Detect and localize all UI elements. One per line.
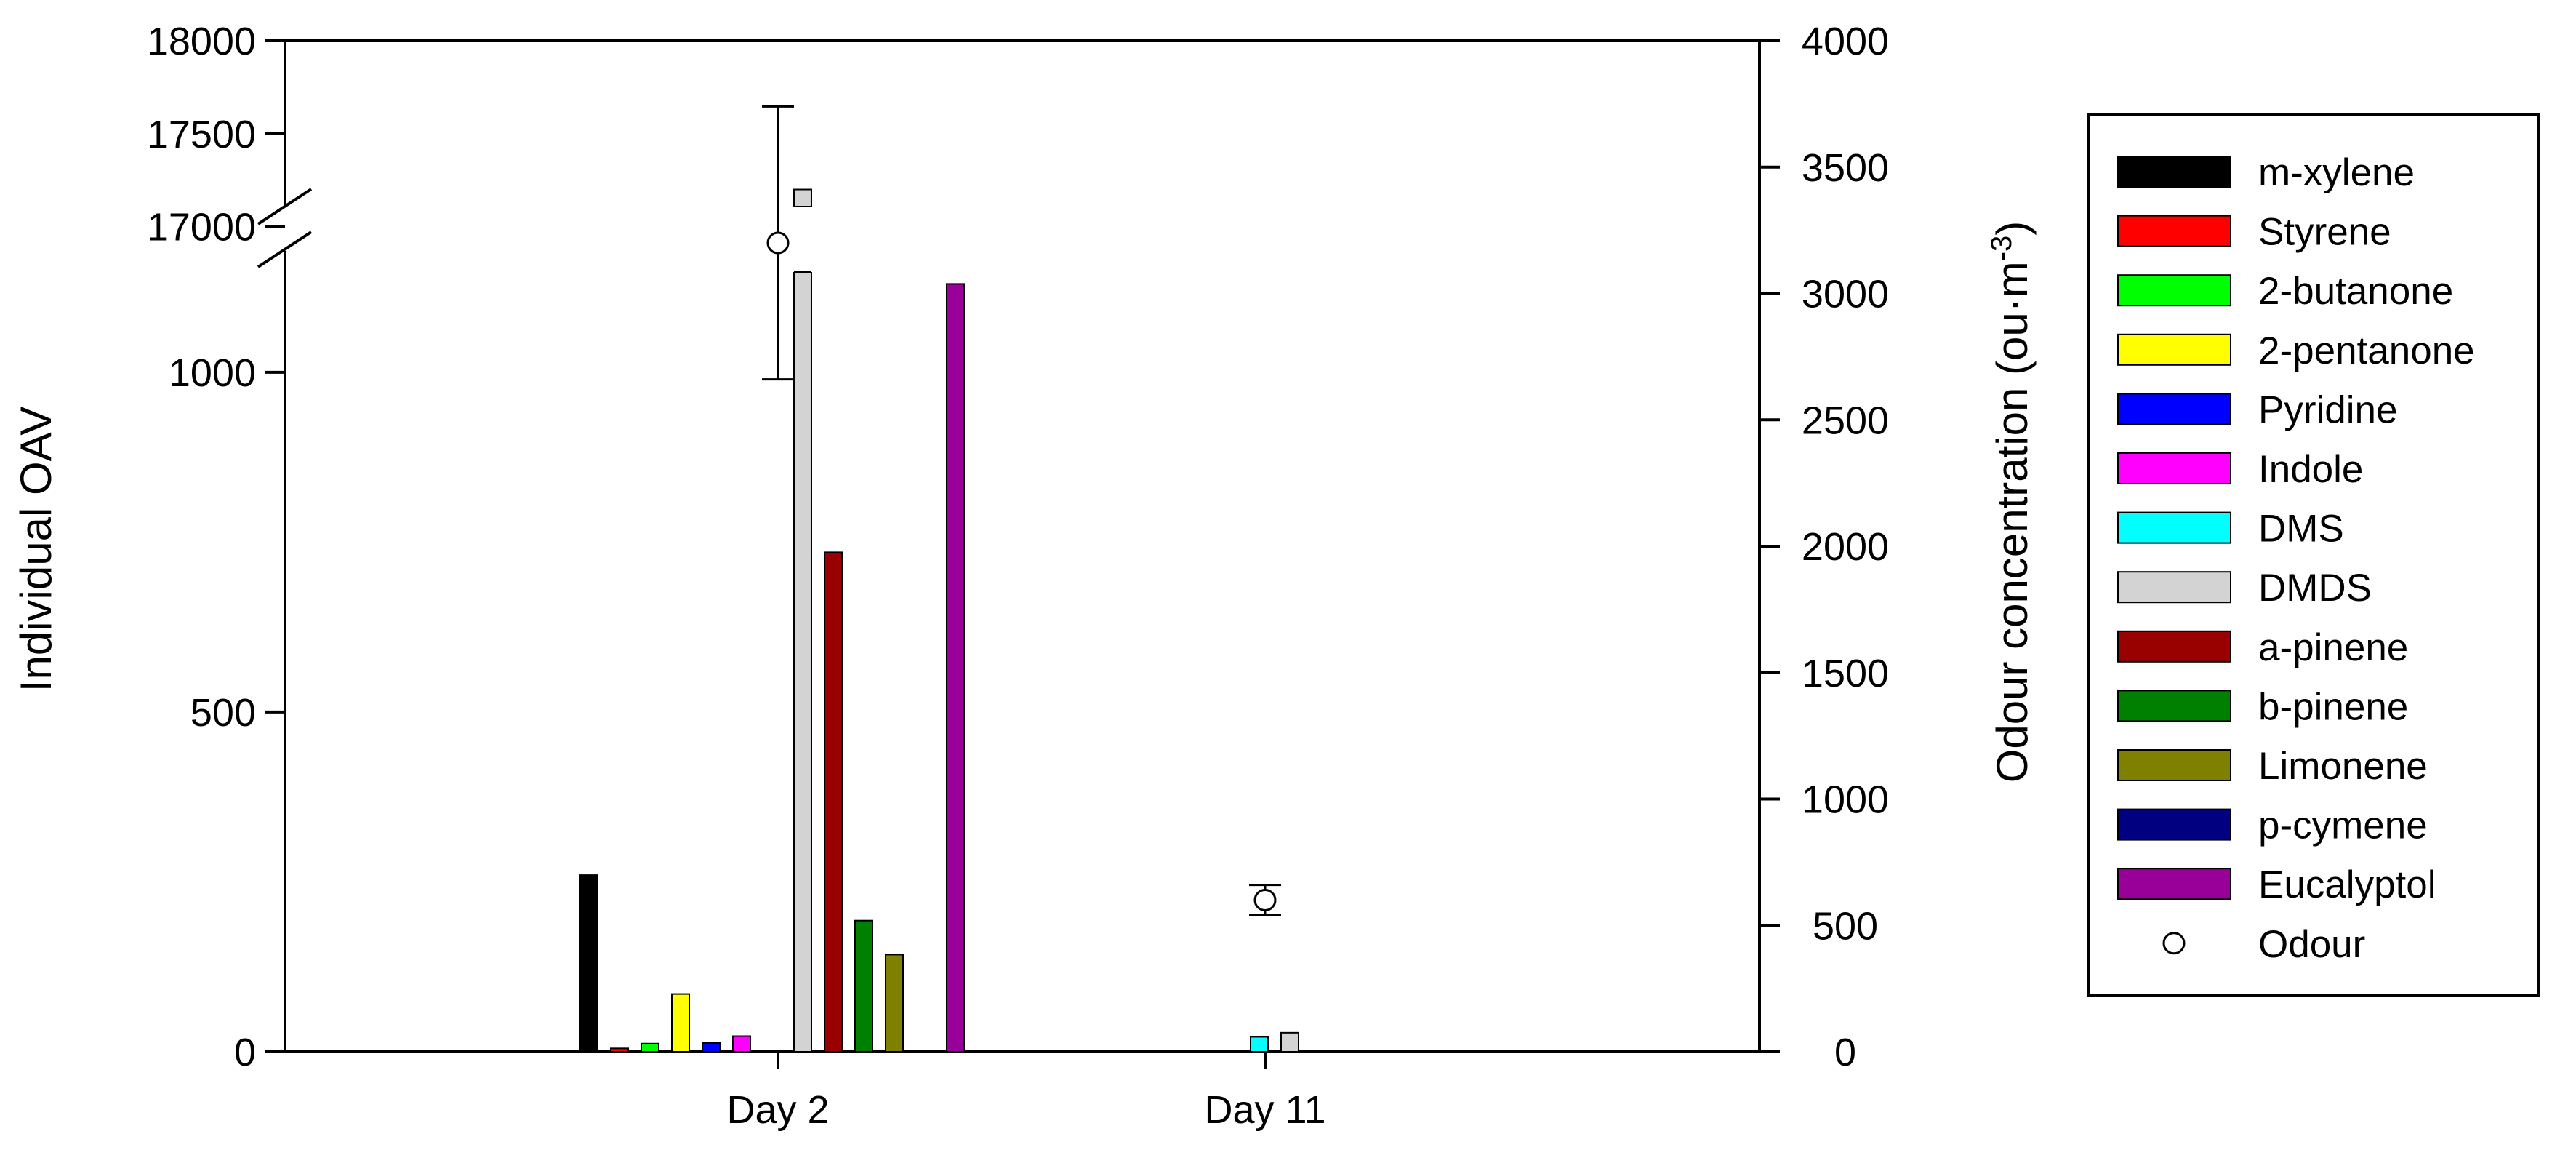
legend-swatch bbox=[2117, 156, 2231, 188]
legend: m-xylene Styrene 2-butanone 2-pentanone Pyri… bbox=[2087, 113, 2540, 997]
legend-swatch bbox=[2117, 274, 2231, 307]
legend-label: Eucalyptol bbox=[2258, 863, 2436, 906]
legend-swatch bbox=[2117, 630, 2231, 663]
odour-series bbox=[762, 105, 1281, 916]
odour-point bbox=[766, 231, 790, 255]
bar bbox=[885, 954, 904, 1053]
bar bbox=[702, 1042, 721, 1053]
bar bbox=[854, 919, 873, 1052]
legend-label: 2-butanone bbox=[2258, 270, 2453, 313]
y-tick-label: 0 bbox=[234, 1031, 256, 1074]
bar bbox=[824, 551, 843, 1052]
y2-tick-label: 0 bbox=[1834, 1031, 1856, 1074]
y2-axis-title-close: ) bbox=[1988, 221, 2037, 236]
axis-break-mark bbox=[257, 188, 313, 225]
legend-label: p-cymene bbox=[2258, 804, 2428, 847]
bars bbox=[579, 188, 1299, 1053]
legend-label: Odour bbox=[2258, 923, 2365, 966]
legend-box bbox=[2087, 113, 2540, 997]
y-tick-label: 18000 bbox=[147, 20, 256, 63]
legend-label: a-pinene bbox=[2258, 626, 2408, 669]
legend-label: Pyridine bbox=[2258, 388, 2397, 431]
y2-tick-label: 500 bbox=[1813, 904, 1878, 948]
legend-label: Limonene bbox=[2258, 745, 2428, 788]
y2-tick-label: 3500 bbox=[1802, 146, 1889, 190]
legend-label: m-xylene bbox=[2258, 151, 2415, 194]
bar bbox=[793, 188, 812, 1052]
legend-label: Styrene bbox=[2258, 211, 2391, 254]
axes bbox=[257, 39, 1780, 1069]
legend-odour-marker bbox=[2162, 932, 2186, 955]
bar bbox=[579, 874, 598, 1053]
y2-tick-label: 1000 bbox=[1802, 778, 1889, 822]
y2-tick-label: 3000 bbox=[1802, 273, 1889, 316]
y2-axis-title: Odour concentration (ou·m-3) bbox=[1986, 221, 2037, 783]
odour-point bbox=[1253, 889, 1277, 911]
y2-tick-label: 4000 bbox=[1802, 20, 1889, 63]
bar bbox=[1250, 1036, 1269, 1053]
y-axis-title: Individual OAV bbox=[12, 407, 60, 692]
legend-label: Indole bbox=[2258, 448, 2363, 491]
legend-swatch bbox=[2117, 393, 2231, 425]
legend-swatch bbox=[2117, 808, 2231, 841]
legend-swatch bbox=[2117, 749, 2231, 781]
y2-tick-label: 2500 bbox=[1802, 399, 1889, 442]
axis-break-mark bbox=[257, 231, 313, 268]
y2-tick-label: 2000 bbox=[1802, 525, 1889, 569]
tick-labels: 0 500 1000 17000 17500 18000 0 500 1000 1500 2000 2… bbox=[147, 20, 1889, 1132]
legend-swatch bbox=[2117, 452, 2231, 484]
legend-swatch bbox=[2117, 511, 2231, 544]
y2-axis-title-main: Odour concentration (ou·m bbox=[1988, 261, 2037, 783]
y-tick-label: 17500 bbox=[147, 113, 256, 156]
legend-swatch bbox=[2117, 868, 2231, 900]
bar bbox=[946, 283, 965, 1052]
legend-swatch bbox=[2117, 333, 2231, 366]
bar bbox=[641, 1042, 659, 1053]
legend-swatch bbox=[2117, 571, 2231, 604]
legend-label: 2-pentanone bbox=[2258, 329, 2475, 372]
bar bbox=[671, 993, 690, 1052]
y-tick-label: 500 bbox=[190, 691, 256, 735]
y-tick-label: 17000 bbox=[147, 206, 256, 249]
legend-swatch bbox=[2117, 690, 2231, 722]
bar bbox=[610, 1047, 629, 1053]
bar bbox=[1280, 1031, 1299, 1053]
y-tick-label: 1000 bbox=[169, 351, 256, 395]
legend-label: DMS bbox=[2258, 508, 2344, 551]
axis-break-gap bbox=[792, 207, 814, 272]
legend-swatch bbox=[2117, 215, 2231, 247]
y2-axis-title-sup: -3 bbox=[1986, 236, 2018, 262]
legend-label: b-pinene bbox=[2258, 685, 2408, 728]
y2-tick-label: 1500 bbox=[1802, 652, 1889, 695]
bar bbox=[732, 1035, 751, 1052]
x-tick-label: Day 11 bbox=[1204, 1088, 1325, 1132]
x-tick-label: Day 2 bbox=[726, 1088, 829, 1132]
legend-label: DMDS bbox=[2258, 567, 2372, 610]
